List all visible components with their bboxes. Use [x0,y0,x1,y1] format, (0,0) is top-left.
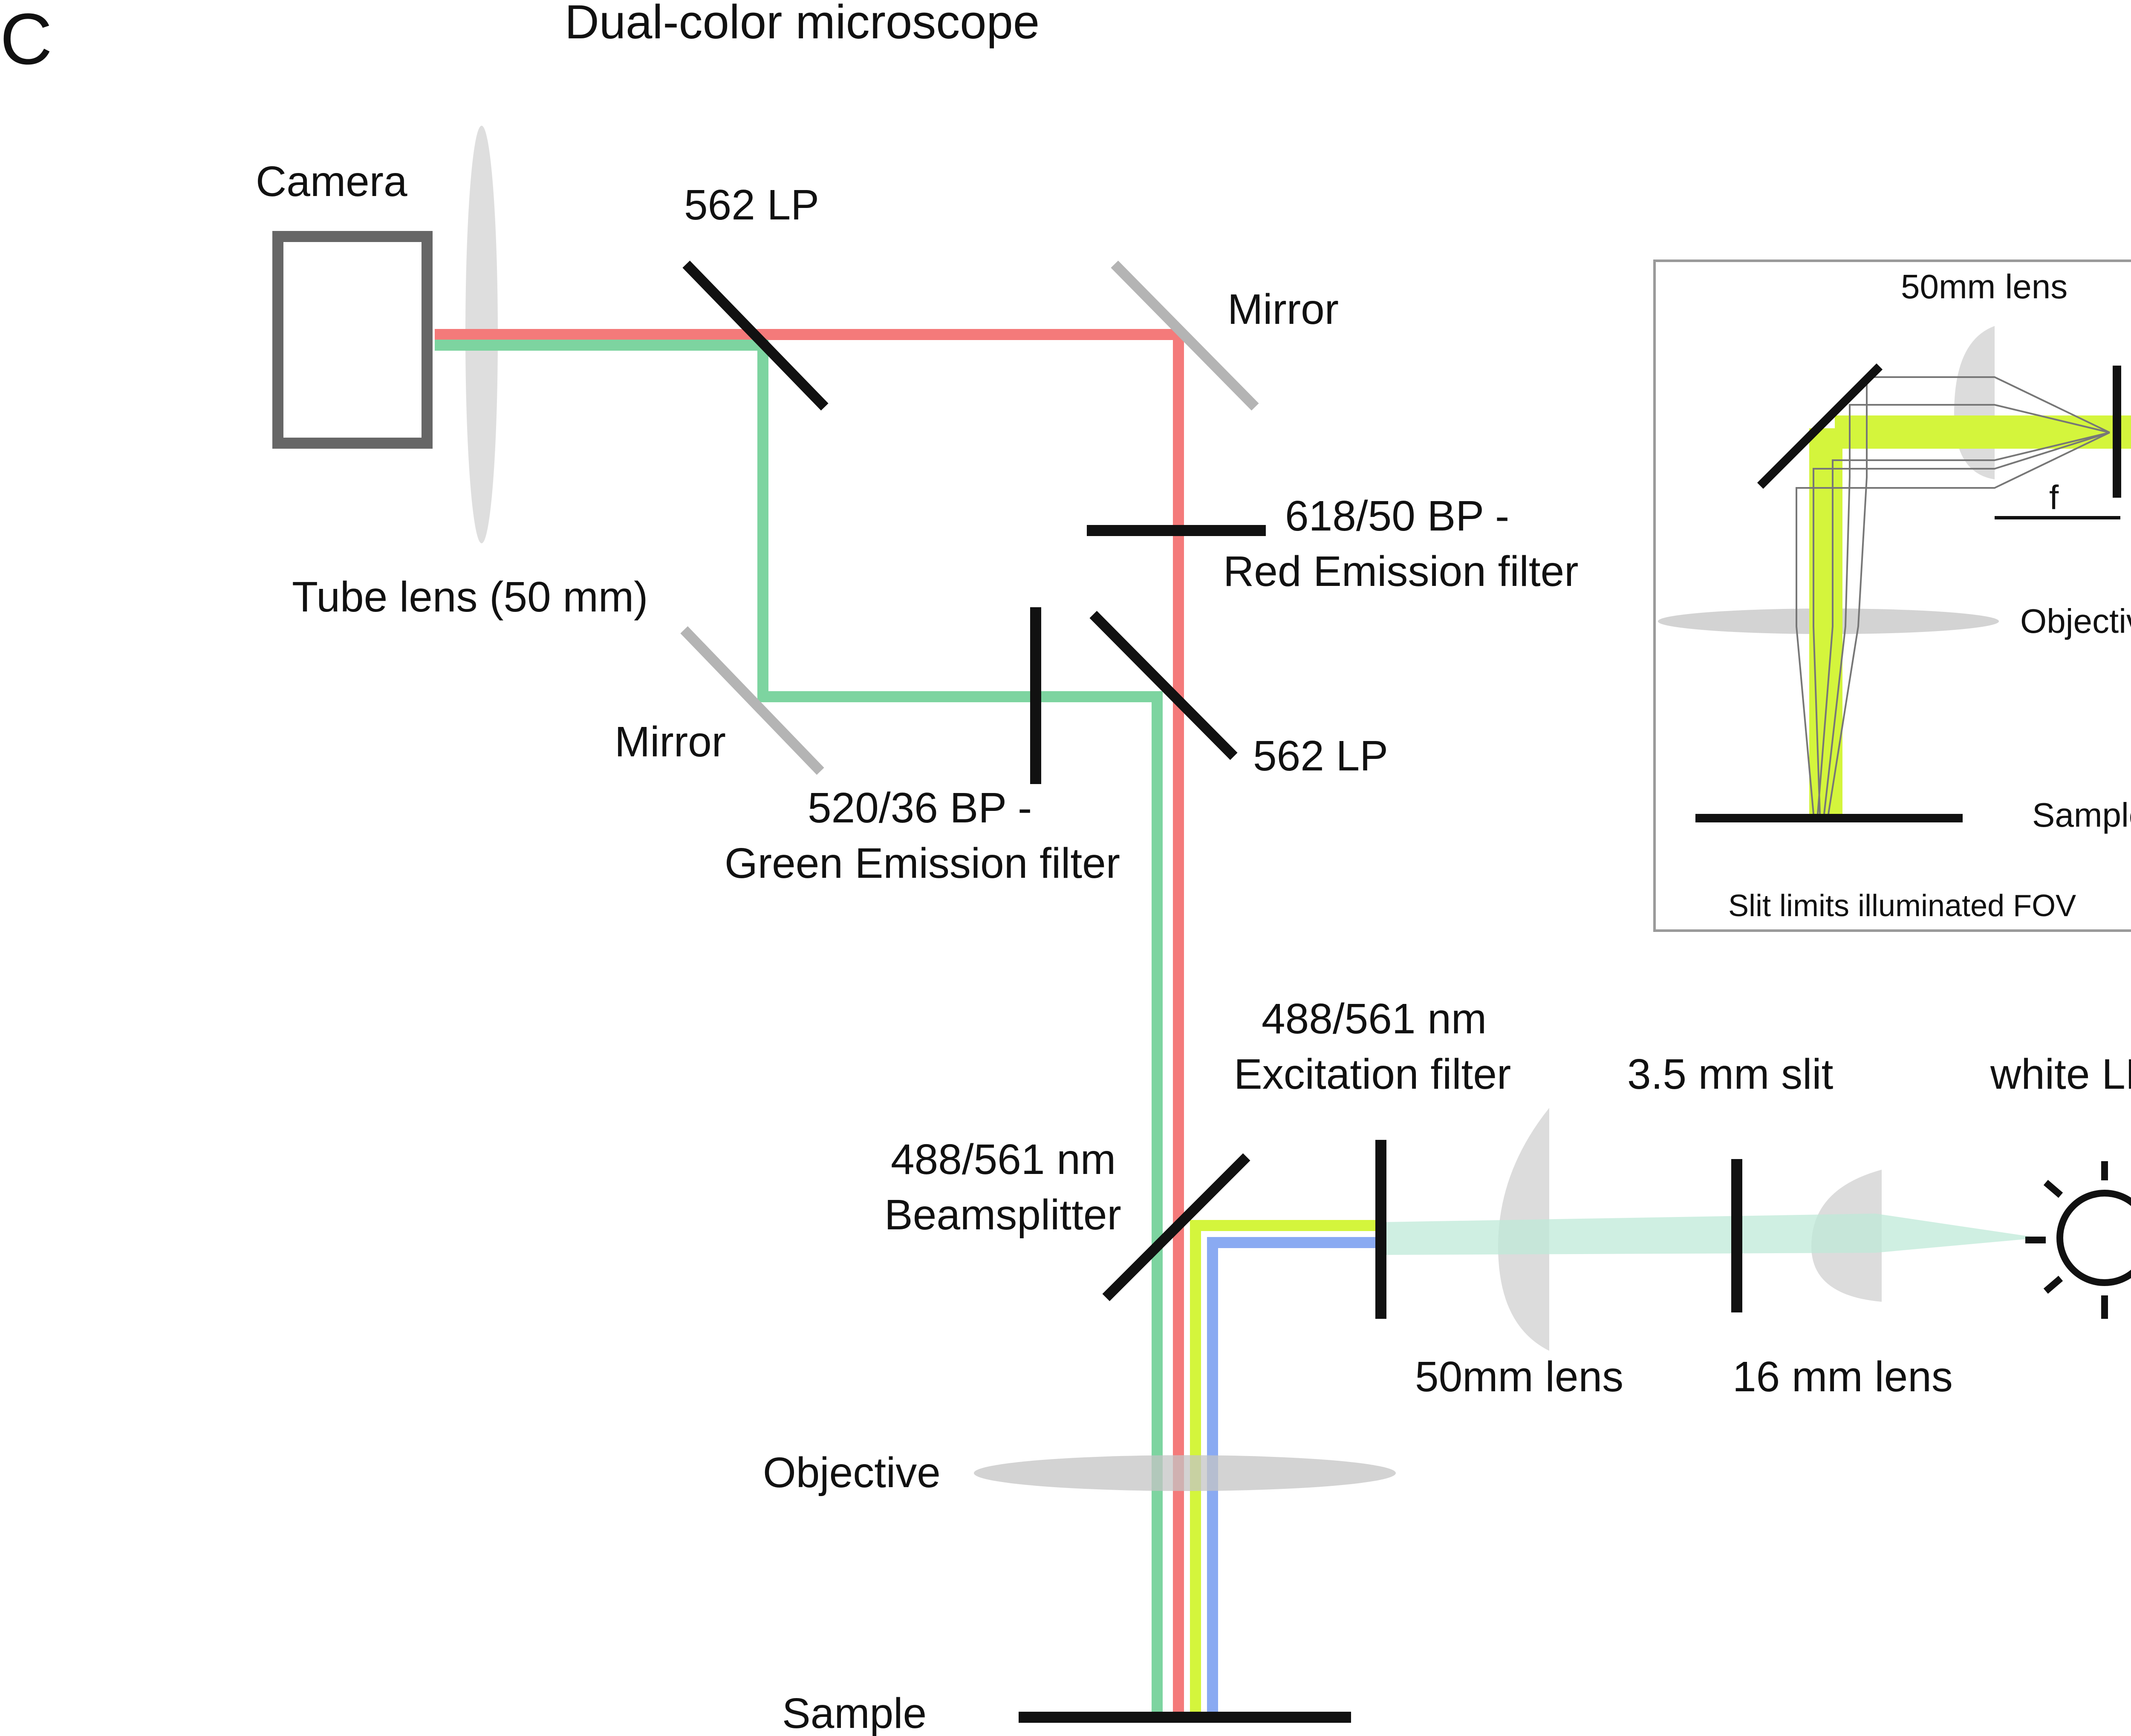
green-filter-label-2: Green Emission filter [725,839,1120,887]
led-illumination-beam [1383,1214,2039,1255]
red-filter-label-2: Red Emission filter [1223,548,1579,595]
inset-beam-vertical [1809,428,1842,814]
green-emission-beam [435,340,1163,1719]
red-emission-beam [435,329,1184,1719]
camera-body [272,231,433,449]
left-mirror [680,626,824,775]
top-mirror [1111,260,1259,411]
lens-16mm-label: 16 mm lens [1733,1353,1953,1401]
camera-label: Camera [256,158,407,205]
red-filter-label-1: 618/50 BP - [1285,492,1509,540]
inset-lens-label: 50mm lens [1901,268,2067,306]
objective-label: Objective [763,1449,941,1497]
beamsplitter-label-1: 488/561 nm [891,1136,1116,1183]
tube-lens-label: Tube lens (50 mm) [292,573,648,621]
blue-excitation-beam [1207,1237,1377,1719]
excitation-label-1: 488/561 nm [1262,995,1487,1043]
inset-beam-horizontal [1835,415,2131,449]
main-objective [974,1455,1396,1491]
green-filter-label-1: 520/36 BP - [808,784,1032,832]
lens-50mm-label: 50mm lens [1415,1353,1623,1401]
left-mirror-label: Mirror [615,718,726,766]
top-562lp-label: 562 LP [684,181,819,229]
inset-mirror [1757,363,1883,489]
inset-caption: Slit limits illuminated FOV [1728,889,2076,923]
slit-label: 3.5 mm slit [1627,1050,1834,1098]
inset-sample-label: Sample [2032,796,2131,834]
panel-letter: C [0,0,52,80]
top-mirror-label: Mirror [1227,285,1339,333]
mid-562lp-label: 562 LP [1253,732,1388,780]
beamsplitter [1102,1153,1250,1301]
mid-562lp-dichroic [1089,611,1238,760]
led-label: white LED [1990,1050,2131,1098]
top-562lp-dichroic [682,260,829,411]
inset-ray-lines [1796,376,2110,814]
inset-objective-label: Objective [2020,602,2131,640]
diagram-title: Dual-color microscope [565,0,1040,49]
inset-panel: 50mm lens f Objective Sample Slit limits… [1653,260,2131,932]
inset-focal-label: f [2049,479,2059,516]
yellow-excitation-beam [1190,1220,1377,1719]
white-led-icon [2025,1161,2131,1319]
excitation-label-2: Excitation filter [1234,1050,1511,1098]
sample-label: Sample [782,1690,927,1736]
beamsplitter-label-2: Beamsplitter [884,1191,1121,1239]
